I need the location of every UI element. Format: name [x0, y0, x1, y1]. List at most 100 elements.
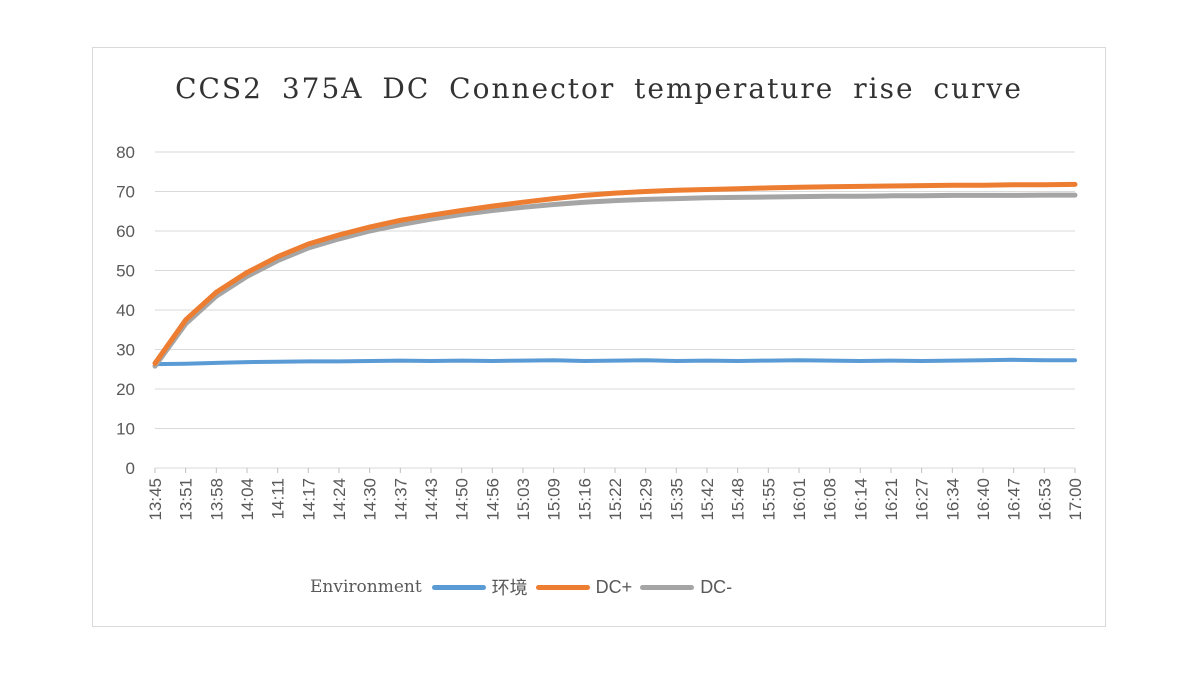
x-tick-label: 13:45 — [146, 478, 165, 521]
x-tick-label: 15:16 — [575, 478, 594, 521]
data-point-environment — [858, 359, 862, 363]
data-point-environment — [920, 359, 924, 363]
x-tick-label: 17:00 — [1066, 478, 1085, 521]
y-tick-label: 30 — [116, 341, 135, 360]
data-point-environment — [368, 359, 372, 363]
legend-swatch-dc-plus — [535, 584, 590, 590]
chart-frame — [92, 47, 1106, 627]
data-point-dc-plus — [828, 185, 832, 189]
data-point-environment — [214, 361, 218, 365]
data-point-dc-plus — [582, 193, 586, 197]
data-point-dc-minus — [429, 217, 433, 221]
data-point-dc-plus — [889, 184, 893, 188]
data-point-dc-minus — [920, 194, 924, 198]
x-tick-label: 14:04 — [238, 478, 257, 521]
data-point-environment — [276, 360, 280, 364]
y-tick-label: 70 — [116, 183, 135, 202]
x-tick-label: 16:21 — [882, 478, 901, 521]
x-tick-label: 15:42 — [698, 478, 717, 521]
data-point-dc-minus — [460, 212, 464, 216]
data-point-dc-minus — [337, 237, 341, 241]
data-point-dc-minus — [674, 197, 678, 201]
x-tick-label: 16:08 — [821, 478, 840, 521]
data-point-dc-minus — [398, 223, 402, 227]
data-point-dc-minus — [552, 203, 556, 207]
legend-item: DC+ — [535, 576, 633, 598]
data-point-dc-minus — [368, 229, 372, 233]
legend-item: DC- — [640, 577, 732, 598]
x-tick-label: 16:47 — [1005, 478, 1024, 521]
x-tick-label: 16:14 — [851, 478, 870, 521]
x-tick-label: 15:22 — [606, 478, 625, 521]
data-point-dc-plus — [644, 190, 648, 193]
data-point-dc-plus — [184, 318, 188, 322]
data-point-environment — [766, 359, 770, 363]
x-tick-label: 15:03 — [514, 478, 533, 521]
x-tick-label: 16:01 — [790, 478, 809, 521]
data-point-dc-minus — [981, 193, 985, 197]
data-point-dc-minus — [306, 246, 310, 250]
data-point-dc-plus — [950, 183, 954, 187]
data-point-dc-plus — [736, 187, 740, 191]
data-point-dc-plus — [214, 290, 218, 294]
data-point-environment — [245, 360, 249, 364]
data-point-dc-minus — [1073, 193, 1077, 197]
data-point-dc-minus — [582, 200, 586, 204]
legend-swatch-environment — [431, 584, 486, 590]
data-point-environment — [981, 358, 985, 362]
data-point-environment — [705, 359, 709, 363]
y-tick-label: 50 — [116, 262, 135, 281]
data-point-dc-minus — [705, 196, 709, 200]
data-point-environment — [184, 362, 188, 366]
data-point-dc-minus — [766, 195, 770, 199]
y-tick-label: 10 — [116, 420, 135, 439]
x-tick-label: 14:11 — [269, 478, 288, 519]
chart-title: CCS2 375A DC Connector temperature rise … — [175, 72, 1023, 105]
legend-swatch-dc-minus — [640, 584, 695, 590]
data-point-dc-plus — [368, 225, 372, 229]
x-tick-label: 14:24 — [330, 478, 349, 521]
data-point-dc-minus — [521, 205, 525, 209]
data-point-dc-minus — [858, 194, 862, 198]
data-point-environment — [490, 359, 494, 363]
x-tick-label: 14:56 — [483, 478, 502, 521]
data-point-dc-plus — [674, 188, 678, 192]
data-point-dc-plus — [797, 185, 801, 189]
x-tick-label: 16:27 — [913, 478, 932, 521]
y-tick-label: 60 — [116, 222, 135, 241]
x-tick-label: 15:09 — [545, 478, 564, 521]
data-point-environment — [521, 359, 525, 363]
data-point-dc-minus — [828, 194, 832, 198]
legend-item: 环境 — [431, 574, 528, 600]
data-point-dc-plus — [552, 197, 556, 201]
data-point-dc-plus — [613, 191, 617, 195]
x-tick-label: 14:37 — [391, 478, 410, 521]
data-point-environment — [337, 359, 341, 363]
data-point-environment — [1042, 358, 1046, 362]
x-tick-label: 16:40 — [974, 478, 993, 521]
legend-prefix: Environment — [310, 577, 422, 597]
x-tick-label: 15:48 — [729, 478, 748, 521]
x-tick-label: 15:29 — [637, 478, 656, 521]
data-point-environment — [552, 358, 556, 362]
x-tick-label: 13:51 — [177, 478, 196, 521]
data-point-dc-minus — [1012, 193, 1016, 197]
data-point-dc-plus — [276, 255, 280, 259]
data-point-environment — [582, 359, 586, 363]
series-line-dc-minus — [152, 192, 1078, 369]
data-point-environment — [429, 359, 433, 363]
data-point-dc-plus — [1012, 183, 1016, 187]
data-point-dc-minus — [797, 195, 801, 199]
data-point-environment — [306, 359, 310, 363]
data-point-environment — [613, 359, 617, 363]
data-point-environment — [644, 358, 648, 362]
y-tick-label: 80 — [116, 143, 135, 162]
chart-legend: Environment 环境 DC+ DC- — [310, 574, 740, 600]
data-point-dc-plus — [306, 242, 310, 246]
data-point-environment — [1012, 358, 1016, 362]
data-point-dc-minus — [736, 195, 740, 199]
data-point-dc-plus — [705, 188, 709, 192]
data-point-dc-plus — [766, 186, 770, 190]
data-point-environment — [674, 359, 678, 363]
legend-label-dc-plus: DC+ — [595, 576, 633, 597]
